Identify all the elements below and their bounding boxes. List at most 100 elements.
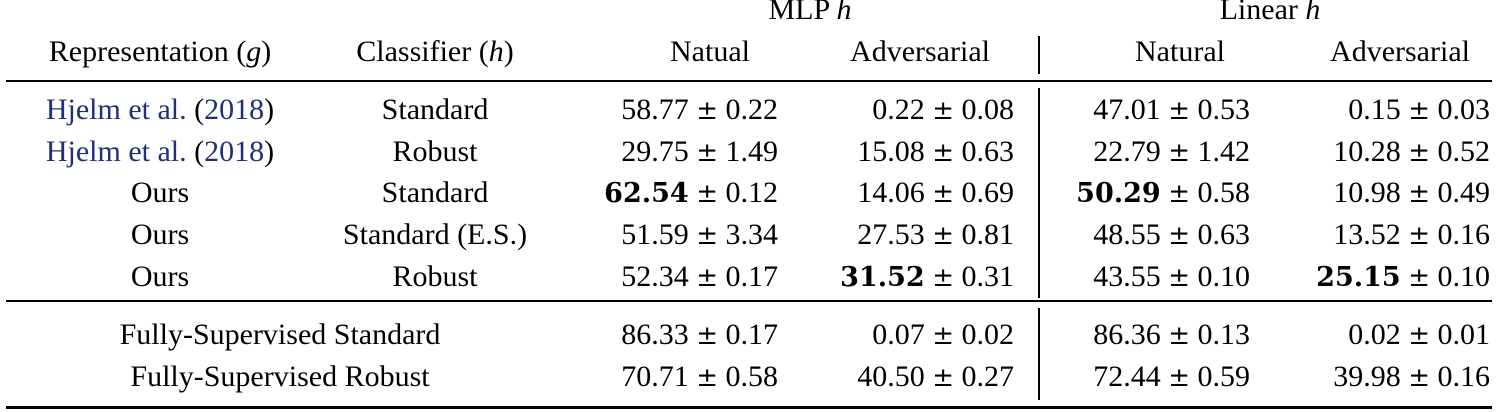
pm-symbol: ± [1408,263,1430,293]
value: 15.08 [857,135,925,168]
value: 51.59 [621,218,689,251]
linear-adversarial-cell: 10.28 ± 0.52 [1270,134,1490,171]
representation-cell: Ours [130,176,190,209]
pm-symbol: ± [1168,179,1190,209]
supervised-label-cell: Fully-Supervised Robust [130,360,430,393]
citation-year[interactable]: 2018 [204,135,265,168]
std: 0.03 [1437,93,1491,126]
std: 0.59 [1197,360,1251,393]
std: 0.63 [961,135,1015,168]
pm-symbol: ± [932,179,954,209]
mlp-adversarial-cell: 27.53 ± 0.81 [800,217,1014,254]
pm-symbol: ± [1168,263,1190,293]
pm-symbol: ± [696,221,718,251]
linear-adversarial-cell: 13.52 ± 0.16 [1270,217,1490,254]
value: 48.55 [1093,218,1161,251]
supervised-label-cell: Fully-Supervised Standard [119,318,441,351]
linear-natural-cell: 72.44 ± 0.59 [1040,359,1250,396]
pm-symbol: ± [696,138,718,168]
pm-symbol: ± [932,263,954,293]
linear-natural-cell: 86.36 ± 0.13 [1040,317,1250,354]
value: 0.07 [872,318,925,351]
group-header-linear: Linear h [1160,0,1380,28]
mlp-natural-cell: 62.54 ± 0.12 [560,175,778,212]
best-value: 62.54 [604,178,689,209]
pm-symbol: ± [1168,96,1190,126]
std: 0.12 [725,176,779,209]
std: 0.01 [1437,318,1491,351]
best-value: 25.15 [1316,262,1401,293]
std: 0.49 [1437,176,1491,209]
std: 0.08 [961,93,1015,126]
mlp-natural-cell: 58.77 ± 0.22 [560,92,778,129]
h-symbol: h [488,35,504,68]
pm-symbol: ± [1168,321,1190,351]
pm-symbol: ± [932,221,954,251]
value: 40.50 [857,360,925,393]
std: 0.58 [1197,176,1251,209]
pm-symbol: ± [1168,363,1190,393]
classifier-cell: Robust [392,135,478,168]
pm-symbol: ± [1168,221,1190,251]
std: 0.53 [1197,93,1251,126]
mlp-adversarial-cell: 40.50 ± 0.27 [800,359,1014,396]
value: 86.36 [1093,318,1161,351]
citation-author[interactable]: Hjelm et al. [45,135,195,168]
mid-rule [6,300,1492,302]
col-header-representation: Representation (g) [48,35,272,68]
pm-symbol: ± [696,263,718,293]
value: 27.53 [857,218,925,251]
citation-link[interactable]: Hjelm et al. (2018) [45,135,275,168]
pm-symbol: ± [696,321,718,351]
pm-symbol: ± [1408,363,1430,393]
pm-symbol: ± [1408,179,1430,209]
linear-adversarial-cell: 0.02 ± 0.01 [1270,317,1490,354]
citation-author[interactable]: Hjelm et al. [45,93,195,126]
std: 0.10 [1437,260,1491,293]
std: 0.02 [961,318,1015,351]
h-symbol: h [836,0,852,26]
mlp-natural-cell: 51.59 ± 3.34 [560,217,778,254]
pm-symbol: ± [696,96,718,126]
representation-cell: Ours [130,218,190,251]
group-header-mlp-label: MLP [768,0,830,26]
mlp-adversarial-cell: 0.07 ± 0.02 [800,317,1014,354]
std: 0.17 [725,260,779,293]
linear-natural-cell: 22.79 ± 1.42 [1040,134,1250,171]
std: 0.17 [725,318,779,351]
citation-link[interactable]: Hjelm et al. (2018) [45,93,275,126]
linear-adversarial-cell: 0.15 ± 0.03 [1270,92,1490,129]
value: 10.28 [1333,135,1401,168]
std: 1.49 [725,135,779,168]
std: 0.13 [1197,318,1251,351]
std: 0.52 [1437,135,1491,168]
col-header-linear-natural: Natural [1135,35,1225,68]
value: 70.71 [621,360,689,393]
linear-natural-cell: 47.01 ± 0.53 [1040,92,1250,129]
std: 0.10 [1197,260,1251,293]
value: 86.33 [621,318,689,351]
col-header-mlp-natural: Natual [670,35,750,68]
std: 0.69 [961,176,1015,209]
pm-symbol: ± [696,179,718,209]
pm-symbol: ± [1408,321,1430,351]
value: 29.75 [621,135,689,168]
citation-year[interactable]: 2018 [204,93,265,126]
value: 0.02 [1348,318,1401,351]
std: 0.16 [1437,360,1491,393]
col-header-representation-label: Representation [48,35,229,68]
value: 43.55 [1093,260,1161,293]
group-header-mlp: MLP h [700,0,920,28]
pm-symbol: ± [932,138,954,168]
value: 0.15 [1348,93,1401,126]
std: 0.27 [961,360,1015,393]
best-value: 31.52 [840,262,925,293]
linear-adversarial-cell: 25.15 ± 0.10 [1270,259,1490,296]
mlp-natural-cell: 70.71 ± 0.58 [560,359,778,396]
classifier-cell: Robust [392,260,478,293]
mlp-adversarial-cell: 0.22 ± 0.08 [800,92,1014,129]
value: 13.52 [1333,218,1401,251]
value: 52.34 [621,260,689,293]
value: 39.98 [1333,360,1401,393]
